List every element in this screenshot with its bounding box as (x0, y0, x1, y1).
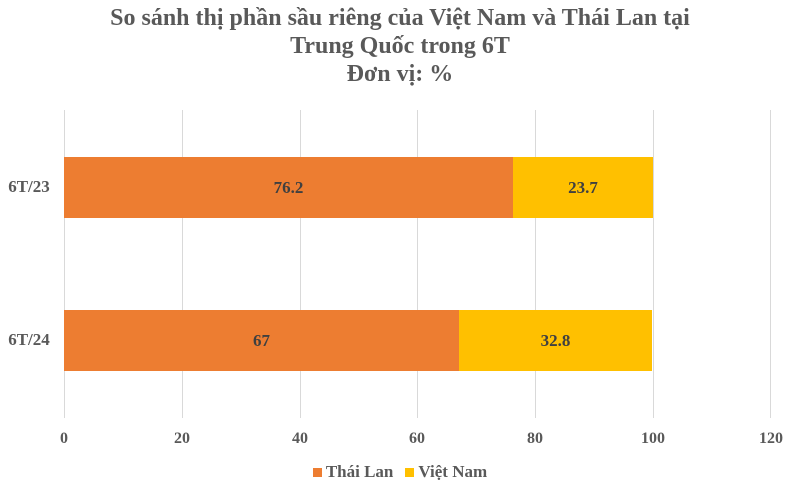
x-tick-40: 40 (292, 430, 308, 447)
legend-label: Việt Nam (418, 462, 488, 481)
bar-segment-thai-lan: 76.2 (64, 157, 513, 218)
category-label-6t-23: 6T/23 (8, 177, 50, 196)
bar-segment-viet-nam: 32.8 (459, 310, 652, 371)
bar-6t-23: 76.2 23.7 (64, 157, 653, 218)
x-tick-100: 100 (641, 430, 665, 447)
legend-swatch-icon (405, 467, 415, 477)
gridline-20 (182, 110, 183, 418)
chart-title: So sánh thị phần sầu riêng của Việt Nam … (0, 4, 800, 88)
legend: Thái Lan Việt Nam (0, 462, 800, 482)
data-label: 23.7 (568, 177, 598, 197)
bar-segment-thai-lan: 67 (64, 310, 459, 371)
chart-title-line-1: So sánh thị phần sầu riêng của Việt Nam … (110, 5, 690, 31)
gridline-40 (300, 110, 301, 418)
gridline-120 (770, 110, 771, 418)
gridline-60 (417, 110, 418, 418)
legend-label: Thái Lan (325, 462, 394, 481)
legend-swatch-icon (312, 467, 322, 477)
bar-6t-24: 67 32.8 (64, 310, 652, 371)
legend-item-thai-lan: Thái Lan (312, 462, 394, 482)
chart-title-line-2: Trung Quốc trong 6T (290, 33, 510, 59)
gridline-0 (64, 110, 65, 418)
gridline-100 (653, 110, 654, 418)
data-label: 67 (253, 330, 270, 350)
chart-subtitle-unit: Đơn vị: % (346, 61, 454, 87)
x-tick-120: 120 (759, 430, 783, 447)
plot-area: 76.2 23.7 67 32.8 (64, 110, 771, 418)
x-tick-80: 80 (527, 430, 543, 447)
category-label-6t-24: 6T/24 (8, 330, 50, 349)
data-label: 32.8 (540, 330, 571, 350)
bar-segment-viet-nam: 23.7 (513, 157, 653, 218)
x-tick-60: 60 (409, 430, 425, 447)
gridline-80 (535, 110, 536, 418)
x-tick-20: 20 (174, 430, 190, 447)
data-label: 76.2 (273, 177, 304, 197)
x-tick-0: 0 (60, 430, 68, 447)
legend-item-viet-nam: Việt Nam (405, 462, 487, 482)
